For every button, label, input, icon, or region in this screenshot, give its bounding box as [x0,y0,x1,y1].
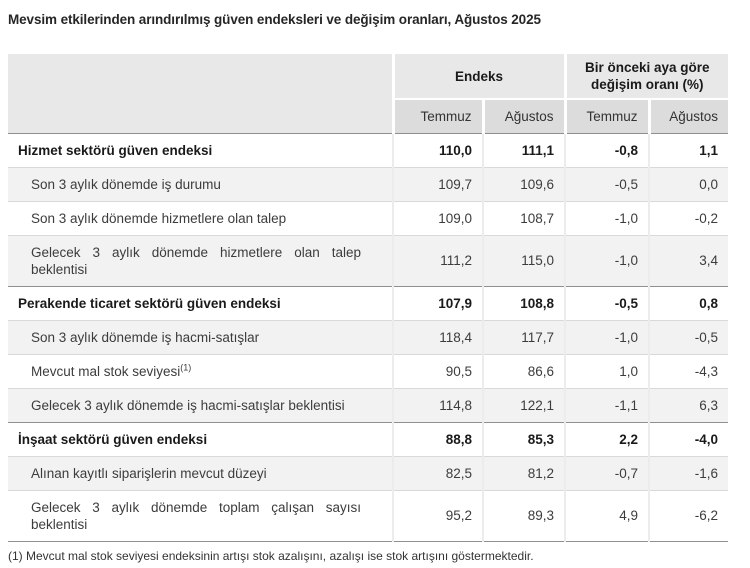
value-cell: 115,0 [482,234,565,286]
table-row: Son 3 aylık dönemde iş hacmi-satışlar 11… [8,319,729,354]
value-cell: 3,4 [647,234,729,286]
value-cell: 85,3 [482,421,565,456]
value-cell: -1,0 [564,234,649,286]
value-cell: 4,9 [564,489,649,542]
page-title: Mevsim etkilerinden arındırılmış güven e… [8,12,541,27]
row-label: İnşaat sektörü güven endeksi [8,421,393,456]
table-row-section: İnşaat sektörü güven endeksi 88,8 85,3 2… [8,421,729,456]
footnote-marker: (1) [180,362,192,372]
table-row: Gelecek 3 aylık dönemde iş hacmi-satışla… [8,387,729,422]
row-label: Mevcut mal stok seviyesi(1) [8,353,393,388]
subheader-index-temmuz: Temmuz [391,98,483,133]
indicator-column-header [8,54,393,133]
value-cell: 95,2 [392,489,483,542]
confidence-index-table: Endeks Bir önceki aya göre değişim oranı… [8,54,729,542]
subheader-change-temmuz: Temmuz [563,98,649,133]
value-cell: 109,0 [392,200,483,235]
subheader-change-agustos: Ağustos [647,98,729,133]
value-cell: 1,0 [564,353,649,388]
value-cell: 90,5 [392,353,483,388]
value-cell: 108,7 [482,200,565,235]
value-cell: -4,0 [647,421,729,456]
table-row: Gelecek 3 aylık dönemde toplam çalışan s… [8,489,729,542]
value-cell: 109,7 [392,166,483,201]
value-cell: -1,6 [647,455,729,490]
table-row-section: Hizmet sektörü güven endeksi 110,0 111,1… [8,132,729,167]
value-cell: 109,6 [482,166,565,201]
row-label: Son 3 aylık dönemde iş durumu [8,166,393,201]
value-cell: 88,8 [392,421,483,456]
value-cell: 89,3 [482,489,565,542]
row-label: Hizmet sektörü güven endeksi [8,132,393,167]
value-cell: -4,3 [647,353,729,388]
column-group-row: Endeks Bir önceki aya göre değişim oranı… [8,54,729,133]
value-cell: 114,8 [392,387,483,422]
value-cell: 117,7 [482,319,565,354]
table-row: Son 3 aylık dönemde iş durumu 109,7 109,… [8,166,729,201]
table-row: Gelecek 3 aylık dönemde hizmetlere olan … [8,234,729,286]
value-cell: 110,0 [392,132,483,167]
value-cell: -1,1 [564,387,649,422]
row-label-text: Gelecek 3 aylık dönemde toplam çalışan s… [31,499,361,532]
value-cell: 81,2 [482,455,565,490]
value-cell: 6,3 [647,387,729,422]
value-cell: 118,4 [392,319,483,354]
value-cell: -1,0 [564,200,649,235]
value-cell: -1,0 [564,319,649,354]
row-label-text: Gelecek 3 aylık dönemde hizmetlere olan … [31,244,361,277]
value-cell: 108,8 [482,285,565,320]
row-label: Son 3 aylık dönemde hizmetlere olan tale… [8,200,393,235]
value-cell: 1,1 [647,132,729,167]
table-body: Hizmet sektörü güven endeksi 110,0 111,1… [8,132,729,542]
value-cell: -0,7 [564,455,649,490]
subheader-index-agustos: Ağustos [481,98,565,133]
table-row-section: Perakende ticaret sektörü güven endeksi … [8,285,729,320]
month-header-row: Temmuz Ağustos Temmuz Ağustos [8,98,729,133]
table-row: Alınan kayıtlı siparişlerin mevcut düzey… [8,455,729,490]
value-cell: -0,2 [647,200,729,235]
col-group-change-rate: Bir önceki aya göre değişim oranı (%) [563,54,729,99]
footnote: (1) Mevcut mal stok seviyesi endeksinin … [8,548,534,563]
value-cell: 0,8 [647,285,729,320]
row-label: Gelecek 3 aylık dönemde iş hacmi-satışla… [8,387,393,422]
value-cell: 0,0 [647,166,729,201]
value-cell: 111,2 [392,234,483,286]
value-cell: 82,5 [392,455,483,490]
table-row: Mevcut mal stok seviyesi(1) 90,5 86,6 1,… [8,353,729,388]
row-label: Perakende ticaret sektörü güven endeksi [8,285,393,320]
value-cell: -0,5 [564,166,649,201]
table-row: Son 3 aylık dönemde hizmetlere olan tale… [8,200,729,235]
value-cell: 111,1 [482,132,565,167]
value-cell: 122,1 [482,387,565,422]
col-group-index: Endeks [391,54,565,99]
row-label: Gelecek 3 aylık dönemde hizmetlere olan … [8,234,393,286]
value-cell: -0,5 [647,319,729,354]
value-cell: -6,2 [647,489,729,542]
value-cell: 86,6 [482,353,565,388]
row-label: Gelecek 3 aylık dönemde toplam çalışan s… [8,489,393,542]
value-cell: -0,8 [564,132,649,167]
row-label: Son 3 aylık dönemde iş hacmi-satışlar [8,319,393,354]
value-cell: 107,9 [392,285,483,320]
row-label: Alınan kayıtlı siparişlerin mevcut düzey… [8,455,393,490]
table-header: Endeks Bir önceki aya göre değişim oranı… [8,54,729,133]
row-label-text: Mevcut mal stok seviyesi [31,363,181,379]
value-cell: 2,2 [564,421,649,456]
value-cell: -0,5 [564,285,649,320]
